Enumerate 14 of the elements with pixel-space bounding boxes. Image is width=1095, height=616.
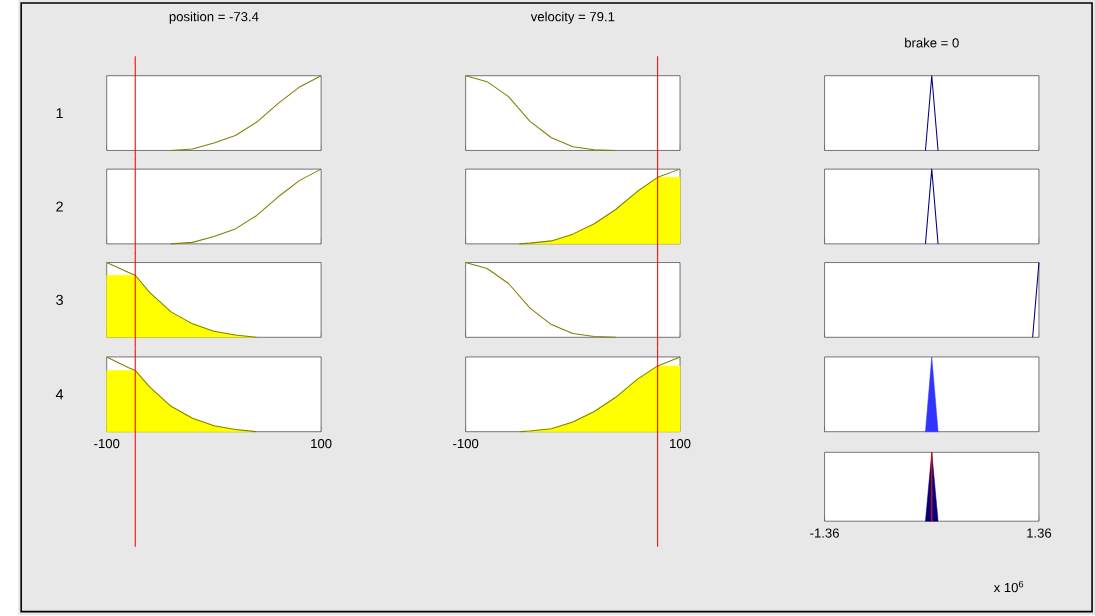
x-tick-label: -100 xyxy=(453,439,479,449)
chart-title: brake = 0 xyxy=(905,38,959,48)
y-axis-title: 1 xyxy=(56,108,63,119)
x-tick-label: -1.36 xyxy=(810,528,839,538)
x-tick-label: 1.36 xyxy=(1027,528,1052,538)
chart-title: velocity = 79.1 xyxy=(530,11,615,25)
y-axis-title: 3 xyxy=(56,295,63,306)
y-axis-title: 2 xyxy=(56,201,63,212)
x-tick-label: 100 xyxy=(670,439,691,449)
x-tick-label: 100 xyxy=(311,439,332,449)
chart-title: position = -73.4 xyxy=(169,11,259,25)
text: x 10$^{6}$ xyxy=(993,581,1024,593)
x-tick-label: -100 xyxy=(94,439,120,449)
y-axis-title: 4 xyxy=(55,389,64,400)
